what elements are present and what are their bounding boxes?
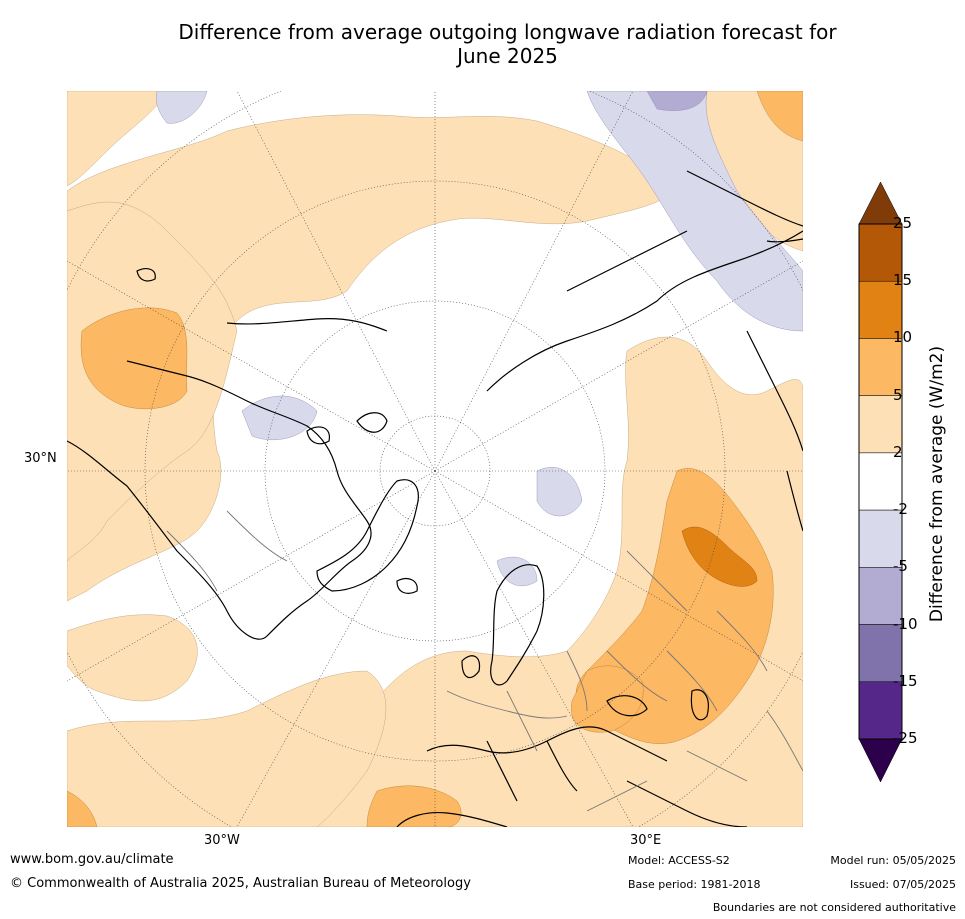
footer-copyright: © Commonwealth of Australia 2025, Austra… (10, 876, 471, 891)
anomaly-region-north-africa-orange (366, 785, 462, 827)
colorbar (858, 182, 903, 782)
footer-website[interactable]: www.bom.gov.au/climate (10, 852, 174, 867)
colorbar-tick-label: -15 (893, 671, 918, 690)
colorbar-tick-label: 10 (893, 328, 913, 347)
colorbar-bin (858, 567, 903, 625)
footer-base-period: Base period: 1981-2018 (628, 878, 761, 891)
colorbar-bin (858, 223, 903, 282)
anomaly-region-greenland-negative (536, 467, 583, 517)
footer-model-run: Model run: 05/05/2025 (830, 854, 956, 867)
coastlines (67, 170, 803, 827)
colorbar-bin (858, 338, 903, 396)
colorbar-tick-label: 15 (893, 271, 913, 290)
map-title: Difference from average outgoing longwav… (100, 20, 915, 68)
colorbar-bin (858, 681, 903, 740)
anomaly-region-north-negative-strong (646, 91, 708, 111)
colorbar-tick-label: 5 (893, 385, 903, 404)
colorbar-tick-label: 25 (893, 214, 913, 232)
colorbar-tick-label: -10 (893, 614, 918, 633)
map-title-line-1: Difference from average outgoing longwav… (178, 20, 837, 44)
longitude-label-30w: 30°W (204, 833, 240, 848)
footer-disclaimer: Boundaries are not considered authoritat… (712, 901, 956, 914)
colorbar-bin (858, 452, 903, 511)
colorbar-bins (858, 182, 903, 782)
anomaly-region-left-corner-orange (67, 790, 98, 827)
polar-map (67, 91, 803, 827)
colorbar-bin (858, 395, 903, 454)
footer-model: Model: ACCESS-S2 (628, 854, 730, 867)
colorbar-tick-label: -25 (893, 729, 918, 747)
footer-issued: Issued: 07/05/2025 (849, 878, 956, 891)
anomaly-region-russia-strong (681, 526, 758, 587)
anomaly-region-pacific (67, 114, 671, 602)
longitude-label-30e: 30°E (630, 833, 662, 848)
colorbar-tick-label: -2 (893, 500, 908, 519)
graticule (67, 91, 803, 827)
country-boundaries (166, 510, 803, 812)
anomaly-region-canada-negative (241, 395, 318, 440)
map-canvas (67, 91, 803, 827)
anomaly-region-pacific-negative (156, 91, 208, 124)
colorbar-tick-label: -5 (893, 557, 908, 576)
colorbar-title: Difference from average (W/m2) (927, 345, 947, 623)
anomaly-region-atlantic-pale (67, 614, 198, 702)
colorbar-tick-label: 2 (893, 442, 903, 461)
colorbar-frame (858, 223, 903, 740)
anomaly-region-africa-pale (67, 670, 387, 827)
anomaly-region-hawaii (80, 307, 188, 410)
anomaly-region-north-negative (586, 91, 803, 332)
colorbar-bin (858, 624, 903, 683)
latitude-label-30n: 30°N (24, 451, 57, 466)
map-title-line-2: June 2025 (457, 44, 558, 68)
colorbar-bin (858, 509, 903, 568)
